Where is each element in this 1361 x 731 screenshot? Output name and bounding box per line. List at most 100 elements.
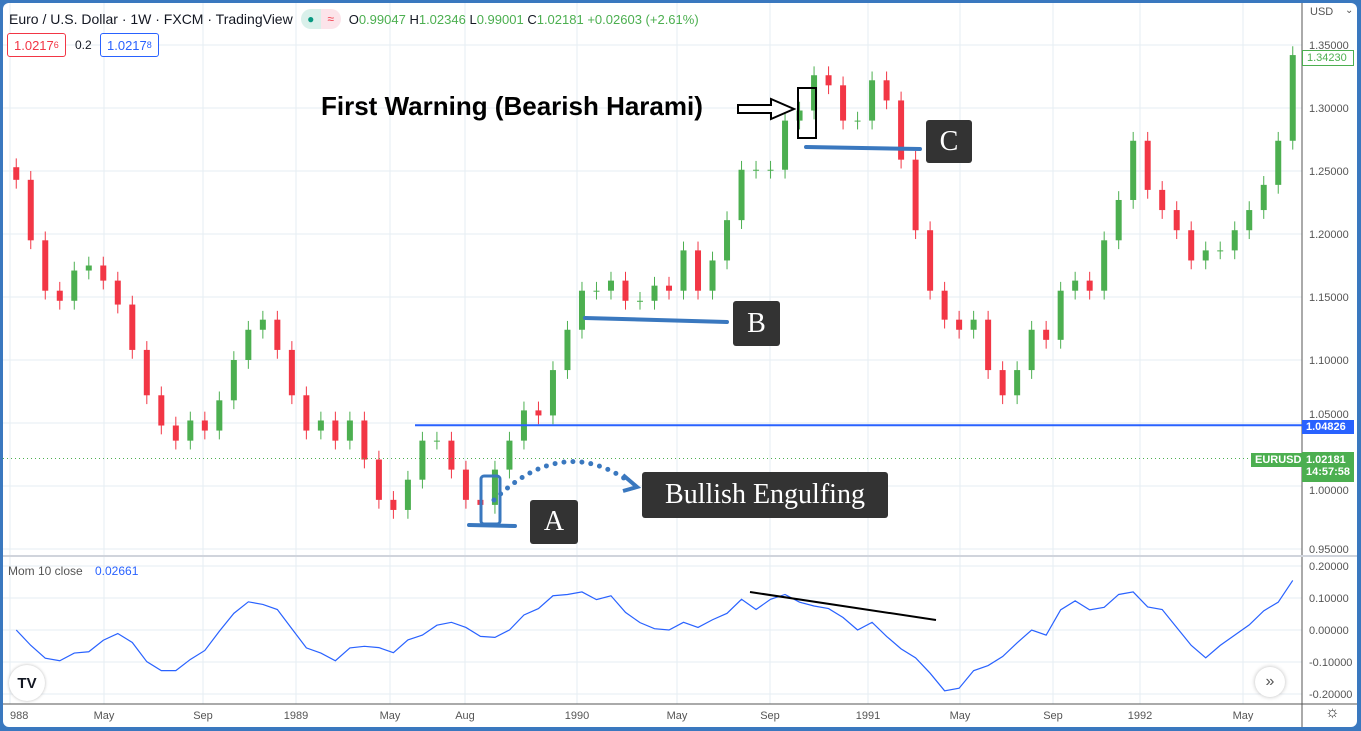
candle	[927, 221, 934, 300]
candle-body	[288, 349, 295, 396]
settings-gear-icon[interactable]: ☼	[1325, 704, 1340, 721]
candle-body	[912, 159, 919, 231]
candle-body	[636, 300, 643, 302]
dotted-arrow	[491, 459, 634, 503]
label-c: C	[926, 120, 972, 163]
candle	[956, 310, 963, 339]
candle-body	[1130, 140, 1137, 200]
delayed-data-icon: ≈	[320, 9, 341, 29]
price-tick: 1.25000	[1309, 166, 1349, 178]
candle	[230, 351, 237, 410]
candle	[549, 361, 556, 425]
candle	[970, 310, 977, 339]
candle-body	[811, 75, 818, 111]
candle-body	[42, 240, 49, 291]
last-price-label: 1.34230	[1302, 50, 1354, 66]
candle	[42, 231, 49, 300]
candle-body	[1231, 230, 1238, 251]
candle-body	[738, 169, 745, 221]
candle-body	[709, 260, 716, 291]
symbol-title[interactable]: Euro / U.S. Dollar · 1W · FXCM · Trading…	[9, 11, 293, 27]
candle	[1217, 241, 1224, 260]
candle	[1101, 231, 1108, 300]
time-tick: Sep	[193, 710, 213, 722]
candle-body	[651, 285, 658, 301]
candle	[419, 431, 426, 489]
sell-button[interactable]: 1.0217 6	[7, 33, 66, 57]
candle-body	[593, 290, 600, 292]
indicator-name[interactable]: Mom 10 close	[8, 564, 83, 578]
indicator-value: 0.02661	[95, 564, 139, 578]
currency-selector[interactable]: USD	[1310, 6, 1334, 18]
candle	[564, 320, 571, 379]
candle	[187, 411, 194, 450]
candle-body	[1246, 210, 1253, 231]
candle-body	[1217, 250, 1224, 252]
candle	[129, 295, 136, 359]
candle	[898, 91, 905, 169]
candle-body	[898, 100, 905, 160]
candle-body	[143, 349, 150, 396]
candle-body	[883, 80, 890, 101]
harami-annotation: First Warning (Bearish Harami)	[321, 91, 703, 121]
price-tick: 1.00000	[1309, 485, 1349, 497]
candle-body	[245, 329, 252, 360]
candle	[346, 411, 353, 450]
candle-body	[927, 230, 934, 291]
candle	[201, 411, 208, 440]
time-tick: 1991	[856, 710, 880, 722]
candle-body	[1043, 329, 1050, 340]
tradingview-logo[interactable]: TV	[9, 665, 45, 701]
price-tick: 1.30000	[1309, 103, 1349, 115]
scroll-to-realtime-button[interactable]: »	[1255, 667, 1285, 697]
candle-body	[724, 220, 731, 261]
candle	[216, 391, 223, 440]
candle	[840, 76, 847, 130]
candle-body	[13, 167, 20, 180]
candle-body	[767, 169, 774, 171]
time-tick: Sep	[1043, 710, 1063, 722]
candle-body	[695, 250, 702, 291]
candle-body	[158, 395, 165, 426]
candle	[1275, 131, 1282, 194]
candle	[462, 460, 469, 509]
candle-body	[390, 499, 397, 510]
candle-body	[666, 285, 673, 291]
candle-body	[753, 169, 760, 171]
chart-canvas[interactable]: 1.35000 1.30000 1.25000 1.20000 1.15000 1.100…	[3, 3, 1357, 727]
candle-body	[201, 420, 208, 431]
symbol-tag: EURUSD	[1251, 453, 1306, 467]
candle	[753, 160, 760, 179]
engulfing-highlight-box	[479, 474, 502, 526]
candle-body	[172, 425, 179, 441]
candle	[680, 241, 687, 300]
chevron-down-icon[interactable]: ⌄	[1345, 5, 1354, 16]
time-tick: May	[1233, 710, 1254, 722]
candle-body	[941, 290, 948, 320]
label-a: A	[530, 500, 578, 544]
candle-body	[680, 250, 687, 291]
candle	[709, 251, 716, 300]
candle	[288, 341, 295, 405]
candle-body	[1159, 189, 1166, 211]
candle-body	[346, 420, 353, 441]
time-tick: 1990	[565, 710, 589, 722]
current-price-label: 1.02181 14:57:58	[1302, 452, 1354, 482]
candle-body	[1289, 55, 1296, 141]
candle-body	[782, 120, 789, 170]
support-line-c	[804, 145, 922, 151]
candle-body	[506, 440, 513, 470]
candle-body	[578, 290, 585, 330]
candle	[869, 71, 876, 130]
candle	[433, 431, 440, 450]
buy-button[interactable]: 1.0217 8	[100, 33, 159, 57]
spread-value: 0.2	[75, 38, 92, 52]
support-line-b	[583, 316, 729, 324]
candle	[1130, 131, 1137, 209]
candle	[27, 171, 34, 250]
momentum-tick: 0.10000	[1309, 593, 1349, 605]
candle	[651, 276, 658, 310]
time-tick: May	[380, 710, 401, 722]
candle	[1289, 46, 1296, 150]
market-open-icon: ●	[300, 9, 321, 29]
